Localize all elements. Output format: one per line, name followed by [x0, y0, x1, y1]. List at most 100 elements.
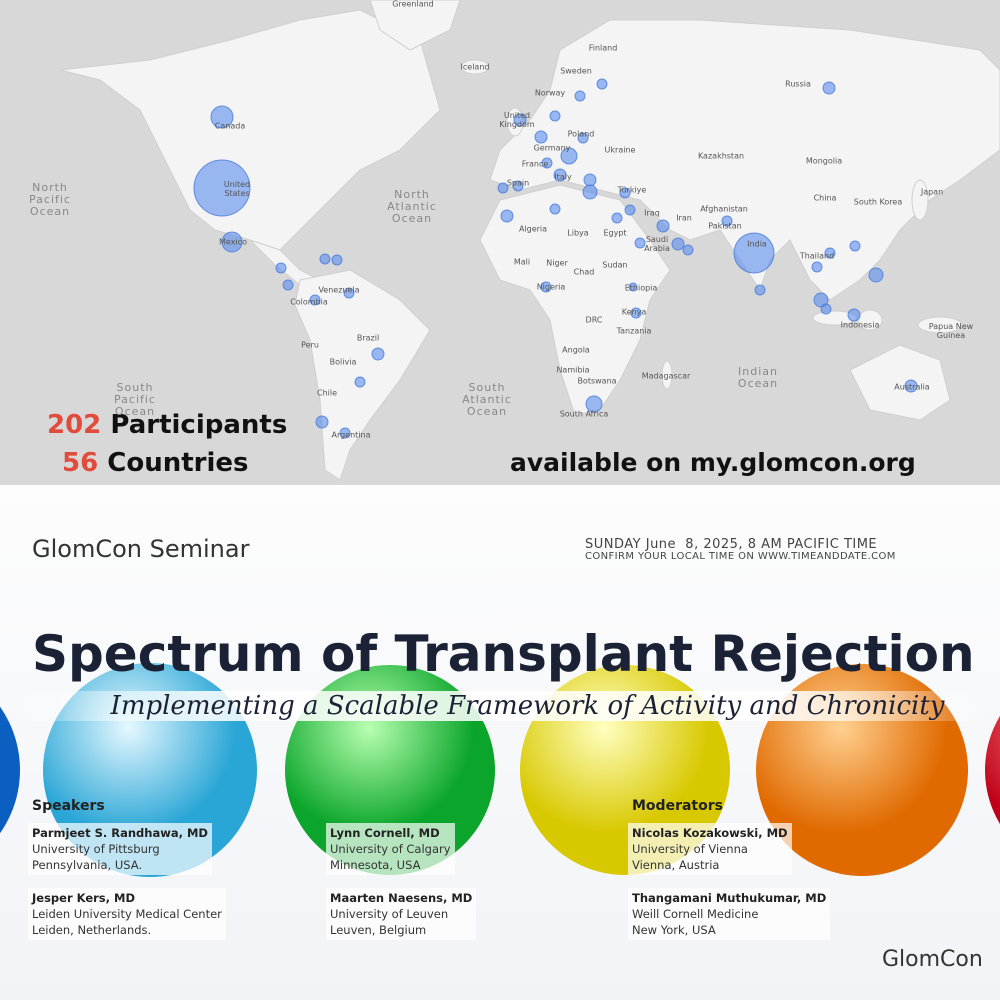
participant-bubble	[849, 240, 861, 252]
map-label: India	[747, 239, 767, 249]
participant-bubble	[534, 130, 548, 144]
subtitle-band: Implementing a Scalable Framework of Act…	[0, 691, 1000, 721]
series-name: GlomCon Seminar	[32, 535, 250, 563]
person: Thangamani Muthukumar, MD Weill Cornell M…	[628, 888, 831, 940]
participant-bubble	[210, 105, 234, 129]
map-label: United States	[223, 180, 251, 198]
map-label: North Atlantic Ocean	[387, 188, 437, 225]
world-map: 202 Participants 56 Countries available …	[0, 0, 1000, 485]
participant-bubble	[582, 184, 598, 200]
participant-bubble	[904, 379, 918, 393]
participant-bubble	[221, 231, 243, 253]
map-label: Sudan	[602, 260, 628, 270]
participant-bubble	[549, 203, 561, 215]
stat-label: Countries	[107, 448, 249, 478]
person: Parmjeet S. Randhawa, MD University of Pi…	[28, 823, 212, 875]
map-label: Norway	[534, 88, 566, 98]
person-affiliation: Weill Cornell Medicine	[632, 907, 759, 921]
participant-bubble	[824, 247, 836, 259]
participant-bubble	[354, 376, 366, 388]
participant-bubble	[193, 159, 251, 217]
person-location: Leiden, Netherlands.	[32, 923, 152, 937]
person: Nicolas Kozakowski, MD University of Vien…	[628, 823, 792, 875]
person: Jesper Kers, MD Leiden University Medical…	[28, 888, 226, 940]
map-label: North Pacific Ocean	[29, 181, 71, 218]
map-label: Mongolia	[805, 156, 843, 166]
participant-bubble	[319, 253, 331, 265]
map-label: South Atlantic Ocean	[462, 381, 512, 418]
map-label: Peru	[301, 340, 319, 350]
person-affiliation: University of Leuven	[330, 907, 449, 921]
participant-bubble	[549, 110, 561, 122]
subtitle: Implementing a Scalable Framework of Act…	[110, 691, 945, 721]
map-label: Kazakhstan	[697, 151, 745, 161]
map-label: Iran	[676, 213, 692, 223]
map-label: Japan	[920, 187, 944, 197]
participant-bubble	[754, 284, 766, 296]
participant-bubble	[733, 232, 775, 274]
person-name: Lynn Cornell, MD	[330, 826, 440, 840]
map-label: Algeria	[518, 224, 548, 234]
map-land	[59, 0, 1000, 481]
participant-bubble	[656, 219, 670, 233]
map-label: Poland	[567, 129, 595, 139]
participant-bubble	[339, 427, 351, 439]
map-label: Indian Ocean	[737, 365, 779, 390]
participant-bubble	[315, 415, 329, 429]
person-affiliation: Leiden University Medical Center	[32, 907, 222, 921]
participant-bubble	[500, 209, 514, 223]
participant-bubble	[596, 78, 608, 90]
map-label: Spain	[506, 178, 530, 188]
participant-bubble	[847, 308, 861, 322]
participants-stat: 202 Participants	[47, 410, 287, 440]
map-label: Chad	[573, 267, 595, 277]
participant-bubble	[671, 237, 685, 251]
map-label: Italy	[554, 172, 572, 182]
participant-bubble	[553, 168, 567, 182]
participant-bubble	[560, 147, 578, 165]
map-label: Madagascar	[641, 371, 691, 381]
person-location: Pennsylvania, USA.	[32, 858, 143, 872]
person-name: Maarten Naesens, MD	[330, 891, 473, 905]
participant-bubble	[634, 237, 646, 249]
participant-bubble	[540, 281, 552, 293]
participant-bubble	[630, 307, 642, 319]
date: SUNDAY June 8, 2025, 8 AM PACIFIC TIME	[585, 537, 878, 552]
map-label: United Kingdom	[499, 111, 535, 129]
map-label: Namibia	[556, 365, 590, 375]
logo: GlomCon	[882, 947, 983, 972]
participant-bubble	[611, 212, 623, 224]
time-note: CONFIRM YOUR LOCAL TIME ON WWW.TIMEANDDA…	[585, 551, 896, 562]
person-name: Thangamani Muthukumar, MD	[632, 891, 827, 905]
map-label: Papua New Guinea	[928, 322, 974, 340]
map-label: Germany	[533, 143, 571, 153]
participant-bubble	[721, 215, 733, 227]
availability: available on my.glomcon.org	[510, 448, 916, 477]
person-name: Nicolas Kozakowski, MD	[632, 826, 788, 840]
person-location: Leuven, Belgium	[330, 923, 427, 937]
map-label: South Pacific Ocean	[114, 381, 156, 418]
countries-stat: 56 Countries	[62, 448, 249, 478]
map-label: Mali	[513, 257, 531, 267]
person-location: Minnesota, USA	[330, 858, 421, 872]
map-label: Greenland	[392, 0, 434, 9]
person-affiliation: University of Vienna	[632, 842, 748, 856]
speakers-heading: Speakers	[32, 798, 105, 814]
map-label: France	[521, 159, 549, 169]
map-label: Brazil	[356, 333, 380, 343]
participant-bubble	[628, 282, 638, 292]
map-label: Libya	[567, 228, 589, 238]
map-label: Venezuela	[318, 285, 360, 295]
map-label: Türkiye	[617, 185, 647, 195]
map-label: Iraq	[644, 208, 660, 218]
participant-bubble	[512, 180, 524, 192]
map-label: Nigeria	[536, 282, 566, 292]
map-label: Niger	[546, 258, 568, 268]
stat-label: Participants	[110, 410, 288, 440]
participant-bubble	[820, 303, 832, 315]
map-label: Indonesia	[840, 320, 880, 330]
participant-bubble	[541, 157, 553, 169]
participant-bubble	[371, 347, 385, 361]
map-label: Kenya	[621, 307, 647, 317]
